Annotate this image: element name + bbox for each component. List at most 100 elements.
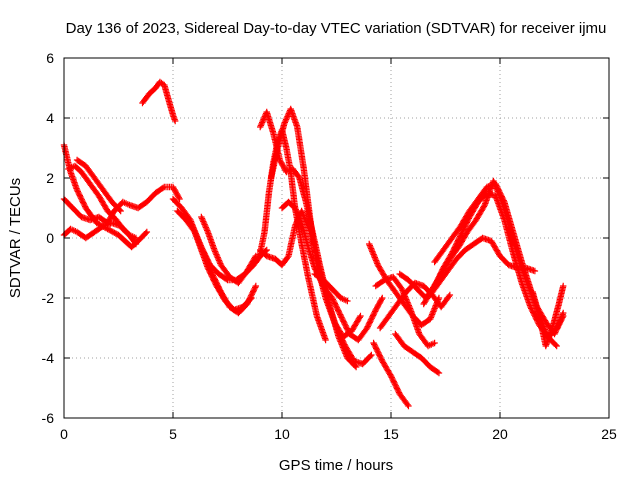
marker-trail: [116, 232, 128, 244]
chart-title: Day 136 of 2023, Sidereal Day-to-day VTE…: [66, 20, 607, 37]
marker-trail: [69, 226, 79, 235]
marker-trail: [345, 355, 359, 370]
marker-trail: [198, 215, 211, 234]
marker-trail: [236, 301, 250, 316]
marker-trail: [74, 188, 89, 210]
marker-trail: [127, 233, 139, 246]
x-tick-label: 5: [169, 426, 177, 442]
marker-trail: [321, 284, 335, 300]
marker-trail: [454, 247, 468, 262]
marker-trail: [408, 308, 422, 336]
marker-trail: [121, 199, 131, 208]
marker-trail: [397, 271, 411, 283]
y-tick-label: 4: [46, 110, 54, 126]
series-track-s: [372, 273, 438, 350]
marker-trail: [331, 320, 346, 339]
data-point: [492, 180, 499, 188]
grid: [64, 58, 609, 418]
marker-trail: [208, 262, 221, 277]
marker-trail: [549, 302, 562, 330]
series-track-f: [139, 78, 179, 125]
marker-trail: [79, 170, 93, 186]
data-point: [427, 315, 434, 323]
marker-trail: [373, 296, 385, 312]
marker-trail: [497, 253, 511, 268]
data-point: [446, 291, 454, 299]
series-track-y: [427, 234, 539, 299]
series-track-r: [370, 339, 412, 410]
marker-trail: [170, 185, 182, 201]
data-point: [405, 402, 412, 410]
marker-trail: [253, 251, 263, 264]
marker-trail: [274, 122, 287, 150]
marker-trail: [264, 110, 276, 135]
marker-trail: [441, 236, 455, 252]
series-track-p: [311, 270, 351, 305]
marker-trail: [292, 206, 305, 225]
marker-trail: [83, 164, 97, 180]
marker-trail: [305, 245, 318, 270]
data-point: [311, 264, 318, 272]
marker-trail: [330, 286, 343, 301]
x-tick-label: 10: [274, 426, 290, 442]
marker-trail: [501, 200, 516, 234]
marker-trail: [552, 314, 566, 336]
marker-trail: [305, 275, 320, 318]
marker-trail: [488, 239, 503, 258]
marker-trail: [360, 352, 374, 367]
marker-trail: [371, 341, 385, 363]
marker-trail: [261, 191, 272, 234]
marker-trail: [386, 302, 400, 318]
marker-trail: [205, 230, 218, 252]
marker-trail: [529, 290, 542, 318]
marker-trail: [109, 199, 123, 214]
marker-trail: [300, 167, 314, 222]
data-point: [252, 282, 260, 290]
marker-trail: [339, 295, 349, 304]
data-point: [209, 270, 216, 278]
marker-trail: [144, 190, 158, 205]
x-axis-label: GPS time / hours: [279, 457, 393, 474]
data-point: [280, 120, 288, 128]
data-point: [263, 246, 270, 254]
marker-trail: [395, 290, 409, 306]
marker-trail: [105, 208, 119, 223]
marker-trail: [338, 314, 353, 336]
marker-trail: [286, 199, 298, 211]
axis-ticks: 0 5 10 15 20 25 -6 -4 -2 0 2 4 6: [42, 50, 617, 442]
data-point: [198, 213, 205, 221]
marker-trail: [428, 281, 442, 297]
series-track-o: [278, 198, 386, 344]
series-track-e: [73, 156, 124, 215]
marker-trail: [312, 271, 326, 283]
marker-trail: [153, 184, 167, 196]
data-point: [73, 186, 81, 194]
marker-trail: [75, 157, 88, 169]
marker-trail: [92, 223, 106, 235]
marker-trail: [244, 284, 259, 306]
series-track-d: [60, 219, 140, 248]
marker-trail: [83, 229, 97, 241]
marker-trail: [67, 170, 80, 192]
marker-trail: [510, 230, 525, 264]
marker-trail: [216, 271, 230, 283]
marker-trail: [402, 343, 415, 355]
marker-trail: [294, 125, 307, 171]
marker-trail: [410, 349, 424, 361]
y-tick-label: -4: [42, 350, 55, 366]
data-point: [211, 246, 218, 254]
marker-trail: [136, 229, 149, 244]
marker-trail: [307, 218, 320, 267]
data-point: [198, 243, 205, 251]
data-point: [171, 117, 179, 125]
marker-trail: [463, 241, 476, 253]
data-point: [322, 336, 329, 344]
marker-trail: [436, 269, 450, 285]
data-point: [176, 195, 183, 203]
marker-trail: [170, 196, 184, 211]
data-point: [379, 294, 386, 302]
data-point: [357, 312, 364, 320]
marker-trail: [322, 296, 337, 324]
series-track-z: [529, 282, 567, 350]
